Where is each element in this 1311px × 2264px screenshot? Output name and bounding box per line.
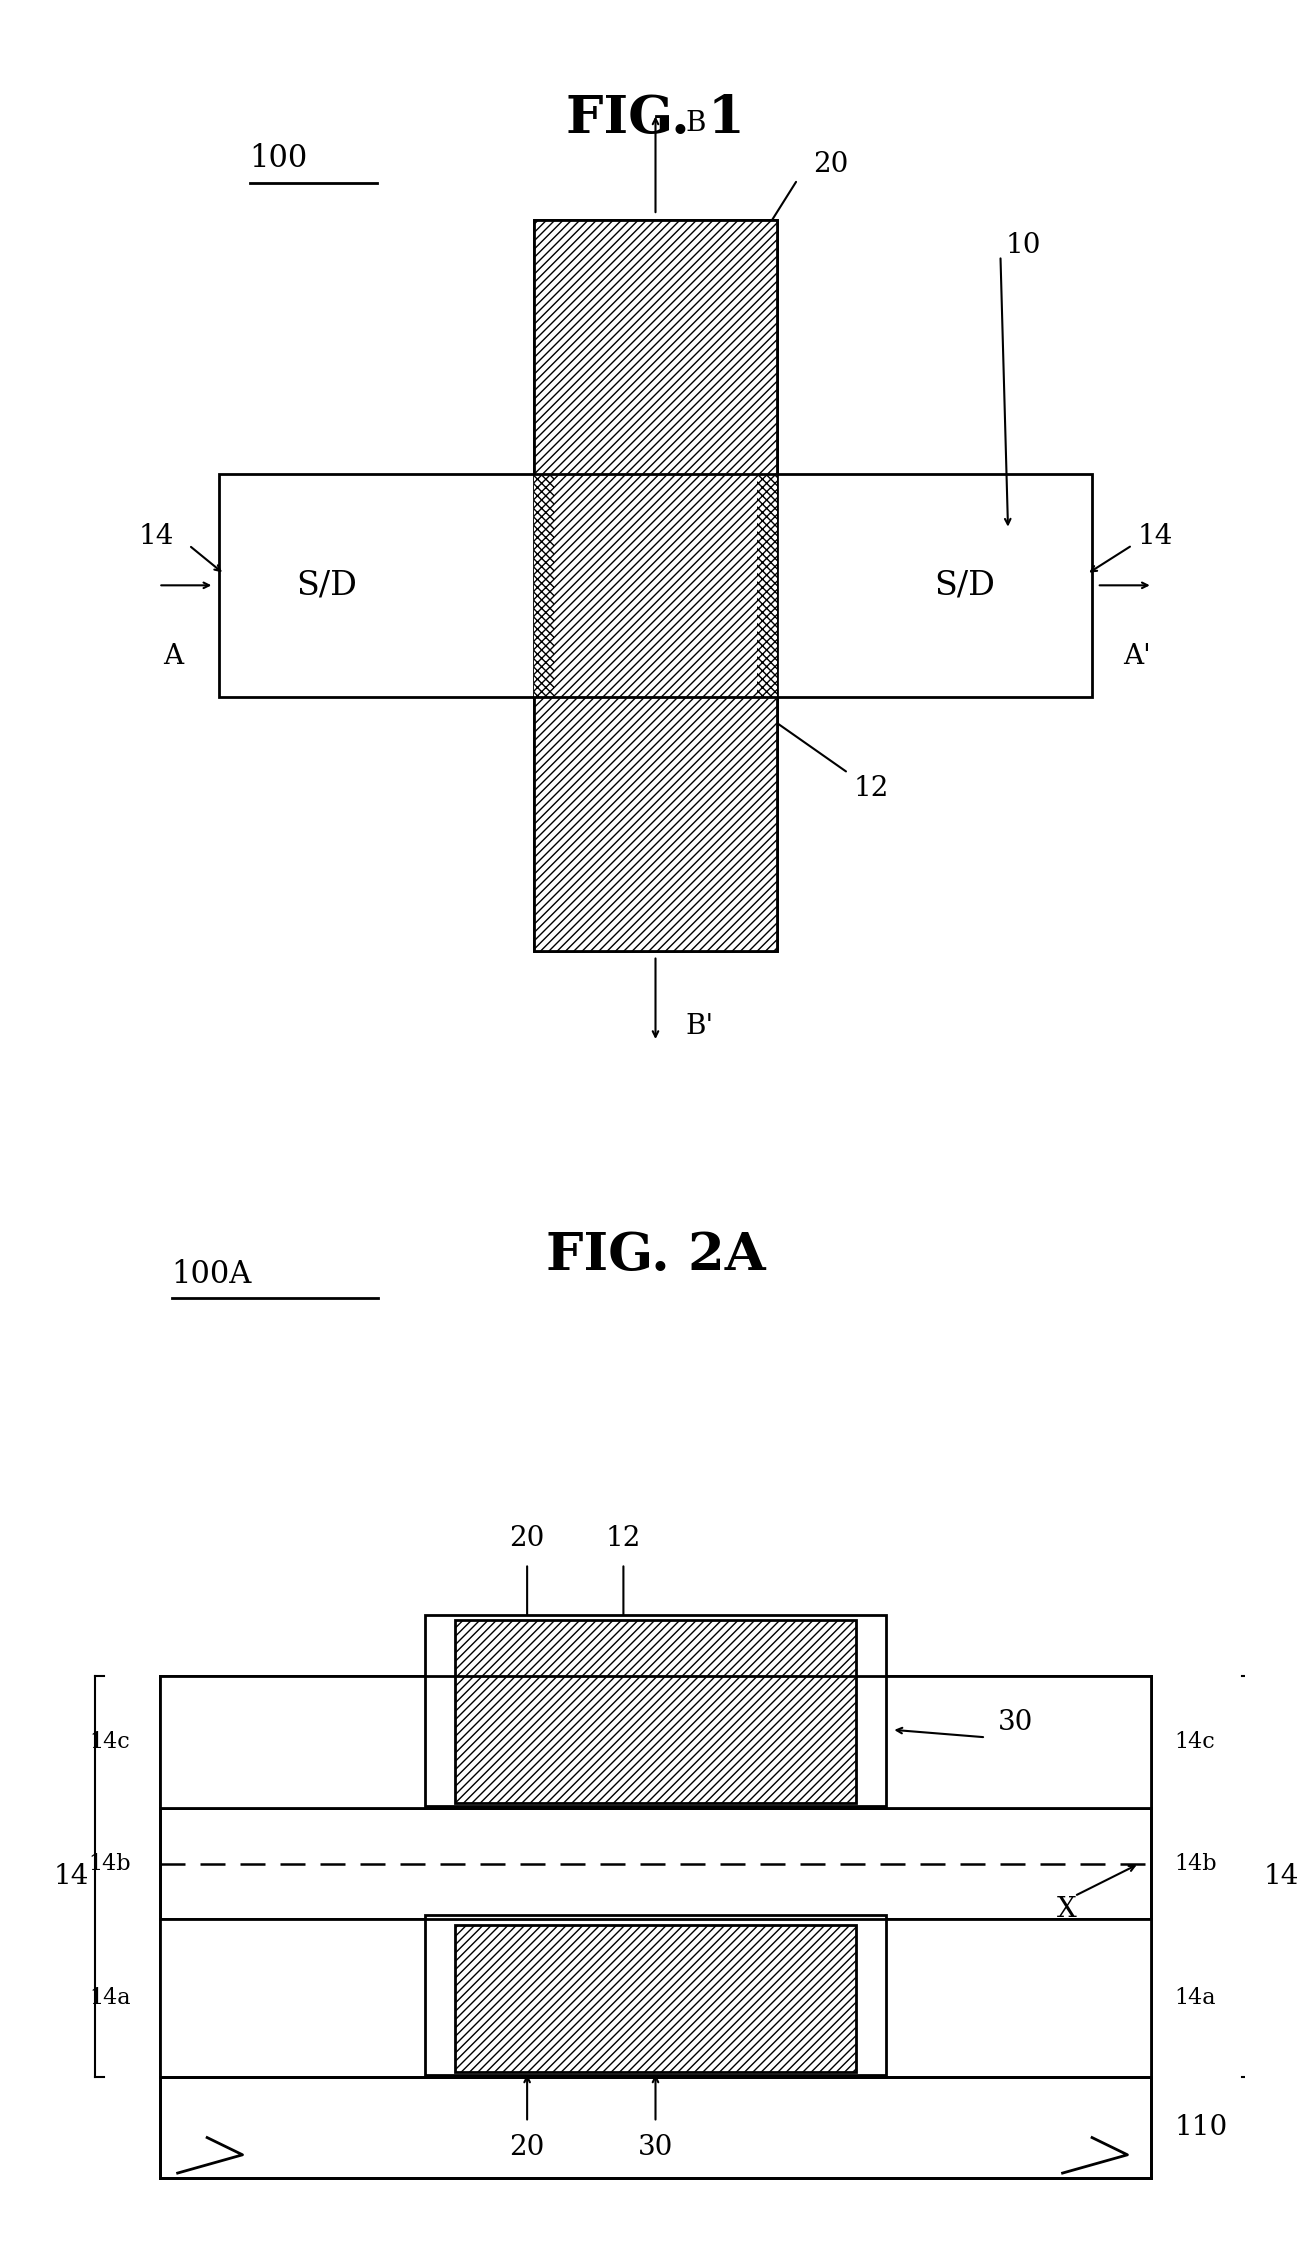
Text: B: B: [686, 111, 707, 138]
Bar: [219, 473, 555, 697]
Text: 14c: 14c: [89, 1732, 131, 1752]
Text: 30: 30: [998, 1709, 1033, 1736]
Bar: [886, 1920, 1151, 2076]
Bar: [160, 2076, 1151, 2178]
Text: B': B': [686, 1014, 714, 1039]
Text: 14b: 14b: [1175, 1852, 1218, 1875]
Text: FIG. 2A: FIG. 2A: [545, 1229, 766, 1281]
Text: 10: 10: [1006, 231, 1041, 258]
Bar: [455, 1924, 856, 2072]
Bar: [160, 1920, 425, 2076]
Text: 110: 110: [1175, 2115, 1228, 2142]
Text: 100A: 100A: [172, 1259, 252, 1290]
Bar: [534, 220, 777, 951]
Text: FIG. 1: FIG. 1: [566, 93, 745, 145]
Bar: [160, 1809, 1151, 1920]
Text: S/D: S/D: [296, 568, 357, 602]
Bar: [534, 473, 555, 697]
Text: 100: 100: [249, 143, 308, 174]
Text: 14: 14: [1264, 1863, 1298, 1890]
Text: 14b: 14b: [88, 1852, 131, 1875]
Bar: [160, 1675, 1151, 1809]
Text: 20: 20: [813, 152, 848, 179]
Bar: [160, 1675, 425, 1809]
Text: 12: 12: [606, 1524, 641, 1551]
Bar: [160, 1920, 1151, 2076]
Text: A': A': [1124, 643, 1151, 670]
Bar: [455, 1621, 856, 1802]
Text: X: X: [1057, 1895, 1076, 1922]
Bar: [756, 473, 1092, 697]
Text: 14: 14: [54, 1863, 89, 1890]
Text: 14c: 14c: [1175, 1732, 1215, 1752]
Bar: [534, 220, 777, 951]
Text: 14a: 14a: [1175, 1988, 1217, 2008]
Text: S/D: S/D: [935, 568, 995, 602]
Text: 20: 20: [510, 1524, 545, 1551]
Text: 20: 20: [510, 2135, 545, 2162]
Text: A: A: [164, 643, 184, 670]
Text: 14: 14: [138, 523, 173, 550]
Bar: [425, 1614, 886, 1807]
Bar: [425, 1915, 886, 2074]
Text: 14a: 14a: [89, 1988, 131, 2008]
Text: 14: 14: [1138, 523, 1173, 550]
Text: 30: 30: [638, 2135, 673, 2162]
Bar: [756, 473, 777, 697]
Text: 12: 12: [853, 774, 889, 801]
Bar: [886, 1675, 1151, 1809]
